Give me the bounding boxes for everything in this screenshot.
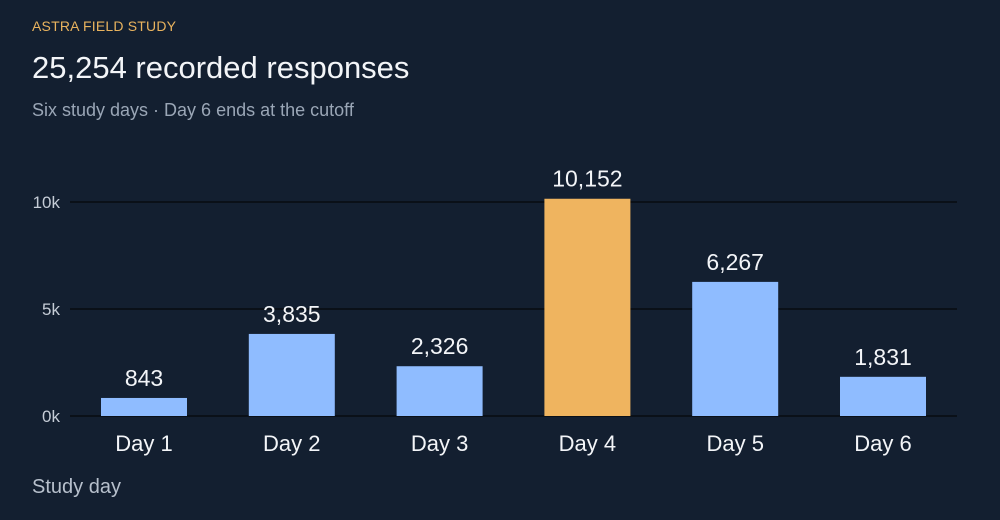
y-tick-label: 0k xyxy=(42,407,60,426)
grid-layer: 0k 5k 10k xyxy=(33,193,957,426)
y-tick-label: 5k xyxy=(42,300,60,319)
x-tick-label: Day 6 xyxy=(854,431,911,456)
bar xyxy=(101,397,187,416)
x-tick-label: Day 5 xyxy=(706,431,763,456)
bar-layer xyxy=(101,198,926,416)
bar xyxy=(396,366,483,416)
bar-value-label: 6,267 xyxy=(706,249,764,275)
bar-highlighted xyxy=(544,198,631,416)
bar-value-label: 843 xyxy=(125,365,163,391)
bar-value-label: 2,326 xyxy=(411,333,469,359)
x-tick-label: Day 2 xyxy=(263,431,320,456)
chart-title: 25,254 recorded responses xyxy=(32,50,410,85)
bar-value-label: 1,831 xyxy=(854,344,912,370)
label-layer: 843 Day 1 3,835 Day 2 2,326 Day 3 10,152 Day 4 6… xyxy=(115,166,912,456)
bar-value-label: 3,835 xyxy=(263,301,321,327)
x-tick-label: Day 3 xyxy=(411,431,468,456)
bar xyxy=(248,333,335,416)
bar xyxy=(840,376,926,416)
x-tick-label: Day 1 xyxy=(115,431,172,456)
x-tick-label: Day 4 xyxy=(559,431,616,456)
y-tick-label: 10k xyxy=(33,193,61,212)
bar-value-label: 10,152 xyxy=(552,166,622,192)
bar xyxy=(692,281,779,416)
chart-subtitle: Six study days · Day 6 ends at the cutof… xyxy=(32,100,354,120)
x-axis-title: Study day xyxy=(32,476,121,498)
chart-kicker: ASTRA FIELD STUDY xyxy=(32,18,177,34)
